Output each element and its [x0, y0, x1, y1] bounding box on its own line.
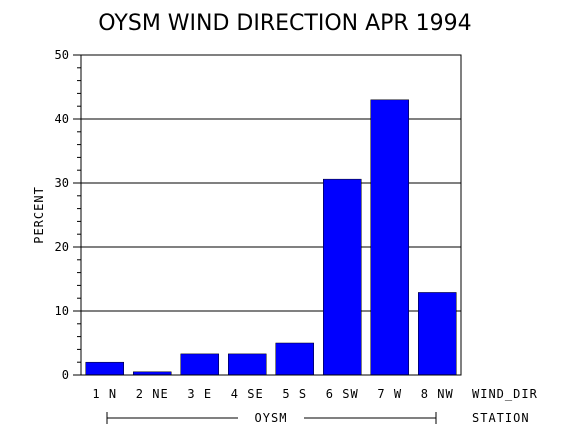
- y-tick-label: 0: [62, 368, 69, 382]
- y-tick-label: 20: [55, 240, 69, 254]
- x-tick-label: 4 SE: [231, 387, 264, 401]
- x-axis: 1 N 2 NE 3 E 4 SE 5 S 6 SW 7 W 8 NW: [92, 387, 454, 401]
- x-tick-label: 5 S: [282, 387, 307, 401]
- bar: [418, 292, 457, 376]
- bar: [180, 353, 219, 376]
- x-axis-label: WIND_DIR: [472, 387, 538, 401]
- x-tick-label: 7 W: [377, 387, 402, 401]
- x-tick-label: 2 NE: [136, 387, 169, 401]
- bar: [275, 342, 314, 376]
- bars: [85, 99, 457, 376]
- y-tick-label: 30: [55, 176, 69, 190]
- y-tick-label: 10: [55, 304, 69, 318]
- group-label: OYSM: [255, 411, 288, 425]
- bar: [228, 353, 267, 376]
- x-tick-label: 3 E: [187, 387, 212, 401]
- bar: [85, 361, 124, 376]
- y-tick-label: 50: [55, 48, 69, 62]
- y-axis-label: PERCENT: [32, 186, 46, 244]
- x-tick-label: 8 NW: [421, 387, 454, 401]
- group-axis-label: STATION: [472, 411, 530, 425]
- x-tick-label: 1 N: [92, 387, 117, 401]
- plot-frame: [80, 54, 462, 376]
- y-axis: 0 10 20 30 40 50: [55, 48, 81, 382]
- bar: [370, 99, 409, 376]
- bar: [323, 178, 362, 376]
- y-tick-label: 40: [55, 112, 69, 126]
- group-axis: OYSM: [106, 411, 437, 425]
- chart-title: OYSM WIND DIRECTION APR 1994: [98, 11, 471, 36]
- x-tick-label: 6 SW: [326, 387, 359, 401]
